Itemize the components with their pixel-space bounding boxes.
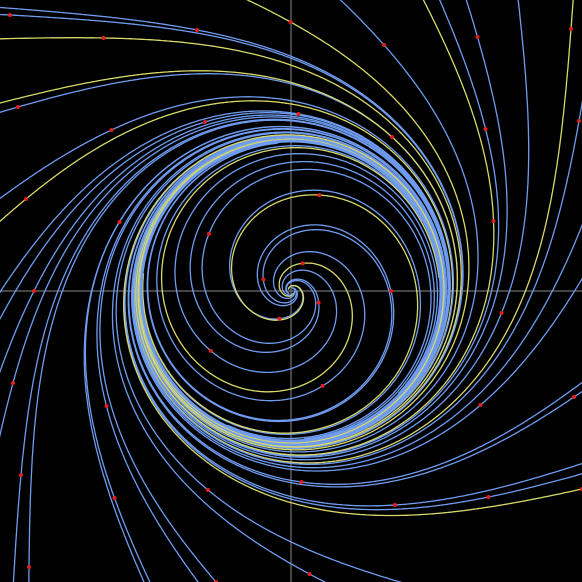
seed-point bbox=[390, 135, 394, 139]
seed-point bbox=[104, 404, 109, 408]
seed-point bbox=[8, 13, 12, 17]
limit-cycle bbox=[139, 139, 443, 443]
seed-point bbox=[195, 28, 199, 32]
seed-point bbox=[393, 503, 397, 507]
seed-point bbox=[577, 119, 581, 123]
seed-point bbox=[16, 105, 20, 109]
trajectory bbox=[201, 168, 432, 440]
seed-point bbox=[203, 120, 207, 124]
trajectory bbox=[189, 160, 435, 440]
seed-point bbox=[288, 20, 293, 24]
seed-point bbox=[206, 231, 211, 236]
trajectory bbox=[142, 189, 422, 435]
seed-point bbox=[19, 473, 23, 477]
seed-point bbox=[277, 316, 282, 321]
seed-point bbox=[300, 261, 305, 266]
trajectory bbox=[156, 145, 423, 402]
seed-point bbox=[478, 403, 483, 407]
seed-point bbox=[206, 488, 210, 492]
seed-point bbox=[27, 565, 31, 569]
seed-point bbox=[483, 127, 488, 131]
trajectory bbox=[123, 134, 582, 517]
seed-point bbox=[572, 395, 576, 399]
seed-point bbox=[24, 197, 28, 201]
trajectory bbox=[146, 143, 395, 423]
seed-point bbox=[491, 219, 496, 223]
seed-point bbox=[499, 311, 504, 315]
seed-point bbox=[569, 27, 573, 31]
seed-point bbox=[475, 35, 480, 39]
trajectory bbox=[160, 147, 440, 393]
trajectory bbox=[142, 194, 419, 434]
seed-point bbox=[296, 112, 301, 116]
seed-point bbox=[317, 193, 322, 198]
seed-point bbox=[117, 220, 122, 224]
seed-point bbox=[316, 300, 321, 305]
seed-point bbox=[299, 480, 304, 484]
seed-point bbox=[208, 348, 213, 353]
seed-point bbox=[389, 289, 393, 293]
seed-point bbox=[109, 128, 114, 132]
seed-point bbox=[32, 289, 36, 293]
seed-point bbox=[101, 36, 106, 40]
seed-point bbox=[320, 383, 325, 388]
seed-point bbox=[486, 495, 491, 499]
seed-point bbox=[112, 496, 117, 500]
seed-point bbox=[261, 277, 266, 282]
seed-point bbox=[307, 572, 312, 576]
seed-point bbox=[11, 381, 15, 385]
trajectory bbox=[174, 153, 439, 394]
seed-point bbox=[382, 43, 386, 47]
